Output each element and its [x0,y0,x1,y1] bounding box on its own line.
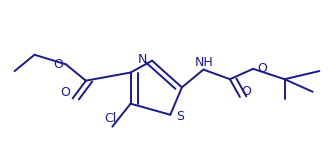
Text: S: S [176,110,184,123]
Text: N: N [138,53,148,66]
Text: NH: NH [195,56,214,69]
Text: O: O [53,58,63,71]
Text: O: O [258,62,267,75]
Text: Cl: Cl [105,112,117,125]
Text: O: O [241,85,252,98]
Text: O: O [60,86,70,99]
